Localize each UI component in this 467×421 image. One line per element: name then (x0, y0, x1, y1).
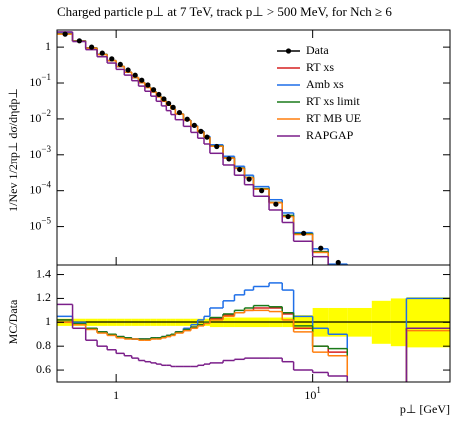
data-point (62, 31, 68, 37)
ratio-axis-title: MC/Data (6, 299, 20, 344)
x-axis-title: p⊥ [GeV] (400, 402, 450, 416)
histogram-riser (71, 282, 408, 382)
data-point (166, 100, 172, 107)
data-point (204, 134, 210, 140)
y-axis-title: 1/Nev 1/2πp⊥ dσ/dηdp⊥ (6, 88, 20, 212)
y-tick-label-base: 10 (29, 111, 41, 125)
x-tick-label: 101 (304, 385, 321, 402)
ratio-tick-label: 0.8 (36, 338, 51, 352)
data-point (335, 259, 341, 265)
ratio-tick-label: 1.4 (36, 266, 51, 280)
data-point (89, 44, 95, 50)
data-point (301, 230, 307, 236)
y-tick-label-exponent: −3 (41, 144, 51, 154)
y-tick-label: 10−5 (29, 216, 51, 233)
legend-label: Amb xs (306, 77, 344, 91)
legend-label: RT xs (306, 60, 334, 74)
y-tick-label-exponent: −2 (41, 108, 51, 118)
data-point (246, 176, 252, 182)
legend-label: RT MB UE (306, 111, 361, 125)
legend-label: Data (306, 43, 329, 57)
histogram-riser (71, 31, 329, 265)
ratio-frame (56, 264, 451, 383)
legend-marker (285, 48, 292, 54)
data-point (156, 91, 162, 98)
histogram-riser (71, 34, 329, 265)
ratio-tick-label: 1.2 (36, 290, 51, 304)
data-point (125, 67, 131, 73)
data-point (259, 188, 265, 194)
data-point (358, 281, 363, 286)
data-point (99, 50, 105, 56)
data-point (139, 77, 145, 83)
y-tick-label: 1 (45, 39, 51, 53)
data-point (132, 72, 138, 78)
data-point (184, 116, 190, 122)
ratio-tick-label: 1 (45, 314, 51, 328)
x-tick-label-base: 10 (304, 388, 316, 402)
chart-title: Charged particle p⊥ at 7 TeV, track p⊥ >… (57, 4, 392, 19)
data-point (285, 213, 291, 220)
y-tick-label: 10−1 (29, 72, 51, 89)
ratio-tick-label: 0.6 (36, 362, 51, 376)
ratio-plot (57, 282, 450, 382)
data-point (150, 87, 157, 93)
y-tick-label-base: 10 (29, 218, 41, 232)
x-tick-label-exponent: 1 (316, 385, 321, 395)
y-tick-label: 10−2 (29, 108, 51, 125)
histogram-riser (71, 33, 349, 265)
histogram-riser (71, 33, 329, 265)
y-tick-label-exponent: −1 (41, 72, 51, 82)
histogram-riser (71, 33, 329, 265)
legend-label: RAPGAP (306, 128, 354, 142)
y-tick-label-base: 10 (29, 75, 41, 89)
data-point (76, 38, 82, 44)
data-point (176, 109, 183, 116)
data-point (237, 166, 243, 173)
y-tick-label-base: 10 (29, 182, 41, 196)
data-point (198, 128, 204, 134)
data-point (191, 122, 197, 128)
x-tick-label: 1 (113, 388, 119, 402)
y-tick-label: 10−4 (29, 180, 51, 197)
data-point (109, 56, 115, 62)
data-point (273, 201, 279, 207)
y-tick-label-exponent: −4 (41, 180, 51, 190)
data-point (145, 82, 151, 88)
data-point (214, 143, 220, 150)
data-point (318, 245, 324, 251)
data-point (117, 61, 123, 68)
main-plot (57, 31, 363, 286)
legend-label: RT xs limit (306, 94, 360, 108)
data-point (170, 104, 176, 110)
y-tick-label-exponent: −5 (41, 216, 51, 226)
data-point (226, 156, 232, 162)
y-tick-label-base: 10 (29, 147, 41, 161)
data-point (161, 96, 167, 102)
y-tick-label: 10−3 (29, 144, 51, 161)
